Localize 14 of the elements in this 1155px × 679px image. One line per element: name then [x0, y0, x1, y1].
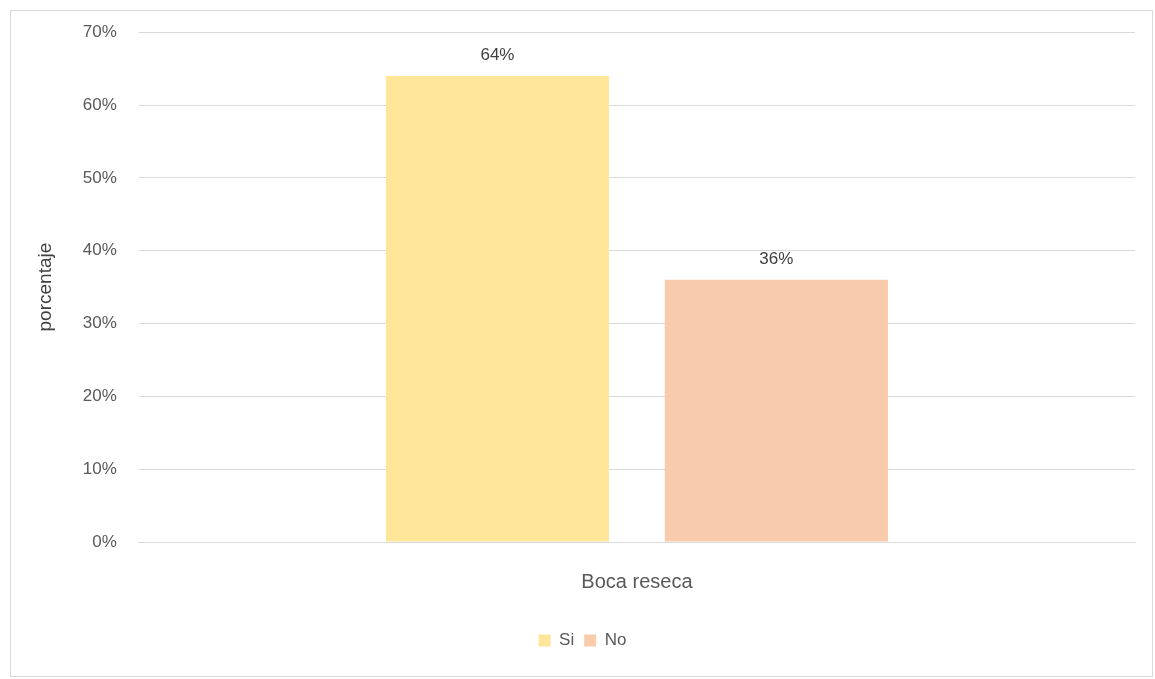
data-label: 64%: [480, 45, 515, 65]
y-tick-label: 30%: [82, 313, 117, 333]
y-tick-label: 0%: [92, 531, 117, 551]
y-tick-label: 50%: [82, 167, 117, 187]
y-tick-label: 10%: [82, 458, 117, 478]
x-tick-label: Boca reseca: [581, 569, 694, 592]
y-tick-label: 70%: [82, 21, 117, 41]
legend-label: No: [604, 630, 627, 650]
y-tick-label: 40%: [82, 240, 117, 260]
y-axis-title: porcentaje: [33, 242, 55, 332]
y-tick-label: 60%: [82, 94, 117, 114]
y-tick-label: 20%: [82, 386, 117, 406]
data-label: 36%: [759, 249, 794, 268]
legend-label: Si: [559, 630, 575, 650]
